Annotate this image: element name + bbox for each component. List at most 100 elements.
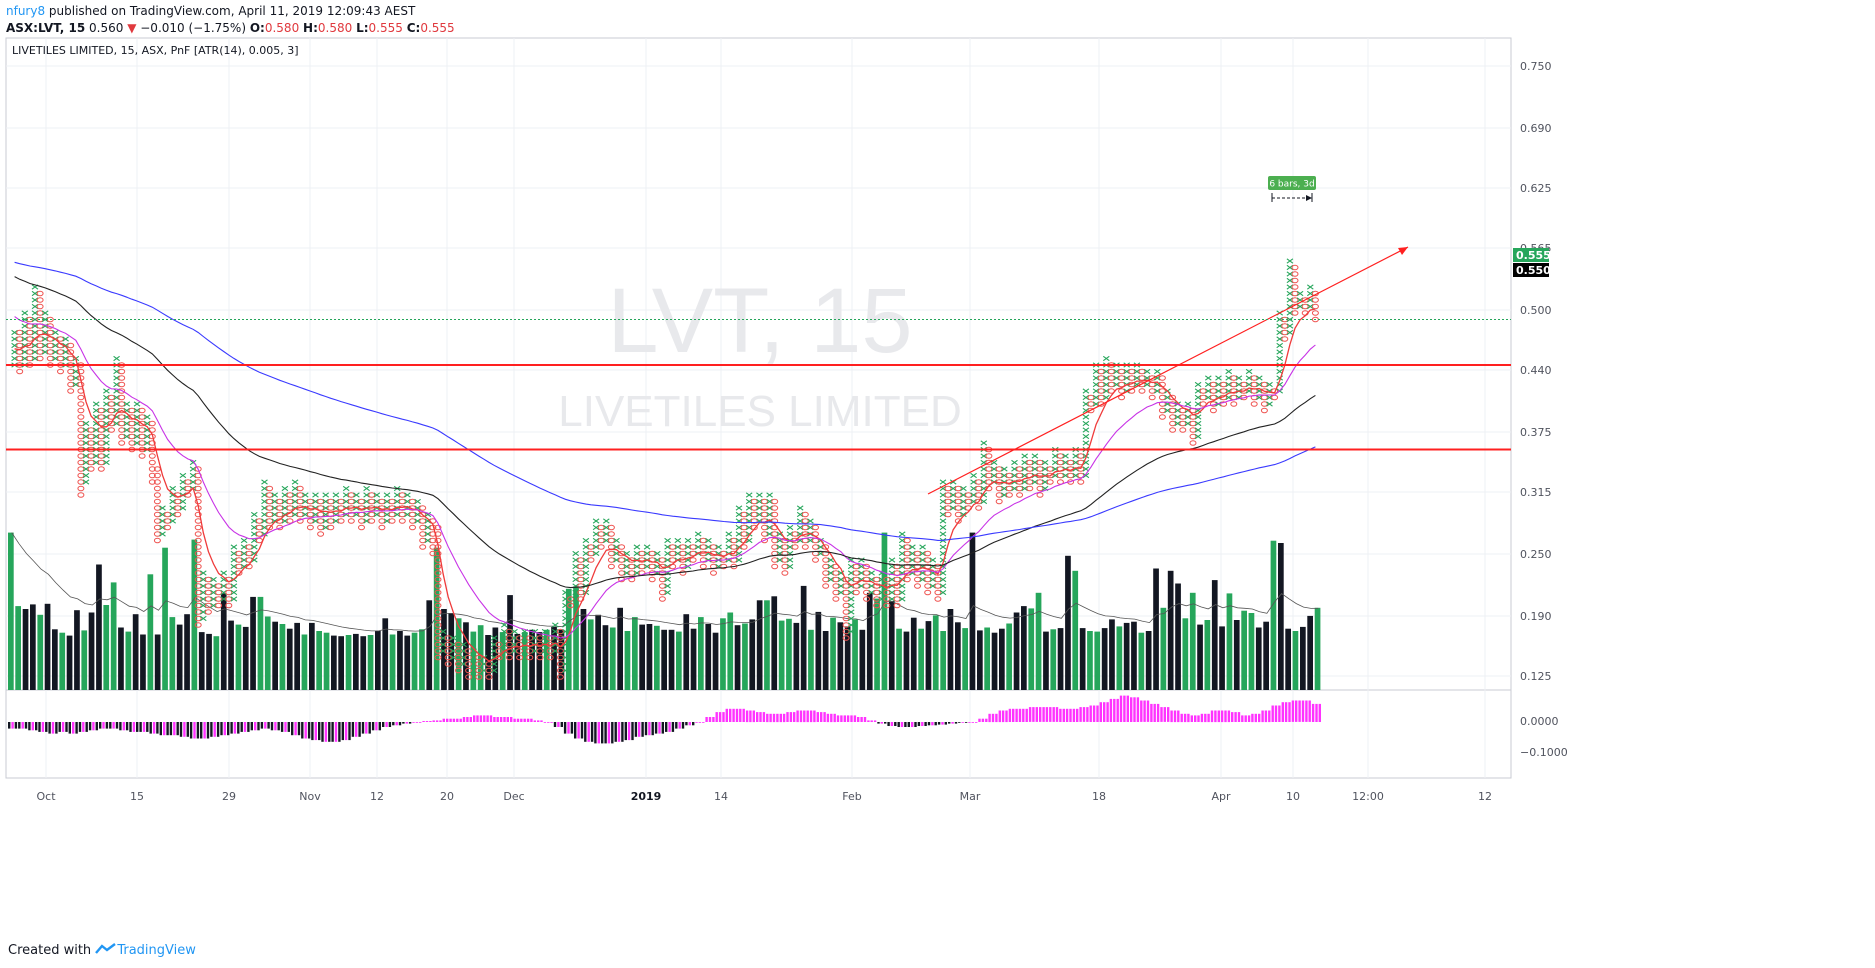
oscillator-bar <box>843 715 846 722</box>
o-mark <box>1158 388 1166 394</box>
o-mark <box>398 518 406 524</box>
o-mark <box>97 466 105 472</box>
oscillator-bar <box>756 712 759 722</box>
volume-bar <box>1101 628 1108 690</box>
volume-bar <box>529 629 535 690</box>
oscillator-bar <box>82 722 85 732</box>
volume-bar <box>580 609 587 690</box>
author-link[interactable]: nfury8 <box>6 4 46 18</box>
o-mark <box>16 355 24 362</box>
volume-bar <box>977 630 983 690</box>
o-mark <box>148 459 156 466</box>
o-mark <box>128 440 136 446</box>
oscillator-bar <box>863 717 867 722</box>
o-mark <box>526 654 534 661</box>
volume-bar <box>477 625 484 690</box>
o-column <box>1077 453 1085 485</box>
o-column <box>317 498 325 537</box>
pnf-chart[interactable]: LVT, 15 LIVETILES LIMITED 6 bars, 3d LIVETI… <box>0 0 1875 940</box>
o-mark <box>556 674 564 680</box>
o-column <box>822 544 830 589</box>
o-mark <box>995 492 1003 498</box>
x-mark <box>1194 420 1202 427</box>
oscillator-bar <box>594 722 597 744</box>
x-mark <box>199 615 207 622</box>
o-column <box>1311 290 1319 323</box>
o-mark <box>863 583 870 589</box>
x-mark <box>1225 368 1233 375</box>
volume-bar <box>1307 615 1313 690</box>
watermark-name: LIVETILES LIMITED <box>558 387 961 436</box>
oscillator-bar <box>159 722 162 736</box>
o-mark <box>1158 394 1166 401</box>
o-mark <box>1281 336 1289 342</box>
o-mark <box>108 427 115 433</box>
oscillator-bar <box>553 722 557 727</box>
volume-bar <box>1219 626 1225 690</box>
volume-bar <box>587 619 594 690</box>
oscillator-bar <box>483 715 486 722</box>
o-mark <box>16 342 24 349</box>
low-value: 0.555 <box>368 21 403 35</box>
tradingview-brand[interactable]: TradingView <box>117 943 196 958</box>
oscillator-bar <box>911 722 914 727</box>
o-mark <box>587 544 595 550</box>
oscillator-bar <box>425 721 429 722</box>
x-mark <box>562 648 569 654</box>
o-column <box>67 342 75 394</box>
o-mark <box>842 596 850 602</box>
oscillator-bar <box>38 722 41 732</box>
o-mark <box>505 641 513 648</box>
oscillator-bar <box>678 722 681 729</box>
oscillator-bar <box>297 722 301 736</box>
o-mark <box>1097 388 1105 394</box>
x-mark <box>939 576 947 583</box>
oscillator-bar <box>948 722 951 724</box>
o-mark <box>235 563 243 570</box>
ohlc-line: ASX:LVT, 15 0.560 ▼ −0.010 (−1.75%) O:0.… <box>6 21 455 35</box>
oscillator-bar <box>291 722 294 736</box>
o-column <box>1138 368 1146 394</box>
o-mark <box>1056 459 1064 466</box>
o-column <box>985 446 993 492</box>
oscillator-bar <box>334 722 338 742</box>
oscillator-bar <box>1301 700 1305 722</box>
o-mark <box>398 492 406 498</box>
volume-bar <box>81 630 88 690</box>
oscillator-bar <box>496 717 499 722</box>
time-tick-label: 12:00 <box>1352 790 1384 803</box>
o-mark <box>1250 375 1258 381</box>
oscillator-bar <box>156 722 159 734</box>
oscillator-bar <box>749 710 752 723</box>
o-mark <box>194 466 202 472</box>
volume-bar <box>433 547 440 690</box>
o-mark <box>1016 492 1024 498</box>
oscillator-bar <box>88 722 92 731</box>
o-mark <box>546 648 554 654</box>
o-mark <box>266 518 274 524</box>
o-mark <box>842 602 850 609</box>
o-column <box>924 550 932 596</box>
oscillator-bar <box>183 722 186 737</box>
o-mark <box>434 589 442 596</box>
o-mark <box>235 570 243 576</box>
o-mark <box>378 518 386 524</box>
volume-bar <box>213 636 220 690</box>
o-mark <box>184 479 192 485</box>
volume-bar <box>1021 606 1027 690</box>
x-mark <box>847 628 855 635</box>
x-mark <box>230 583 238 589</box>
oscillator-bar <box>718 712 722 722</box>
oscillator-bar <box>789 712 793 722</box>
x-mark <box>756 492 763 498</box>
oscillator-bar <box>412 722 415 723</box>
time-tick-label: Mar <box>960 790 981 803</box>
o-mark <box>454 661 462 667</box>
o-mark <box>1118 394 1126 401</box>
o-mark <box>118 414 126 420</box>
oscillator-bar <box>985 718 988 722</box>
oscillator-bar <box>173 722 176 736</box>
o-mark <box>118 433 126 440</box>
volume-bar <box>184 614 190 690</box>
o-mark <box>419 531 427 537</box>
